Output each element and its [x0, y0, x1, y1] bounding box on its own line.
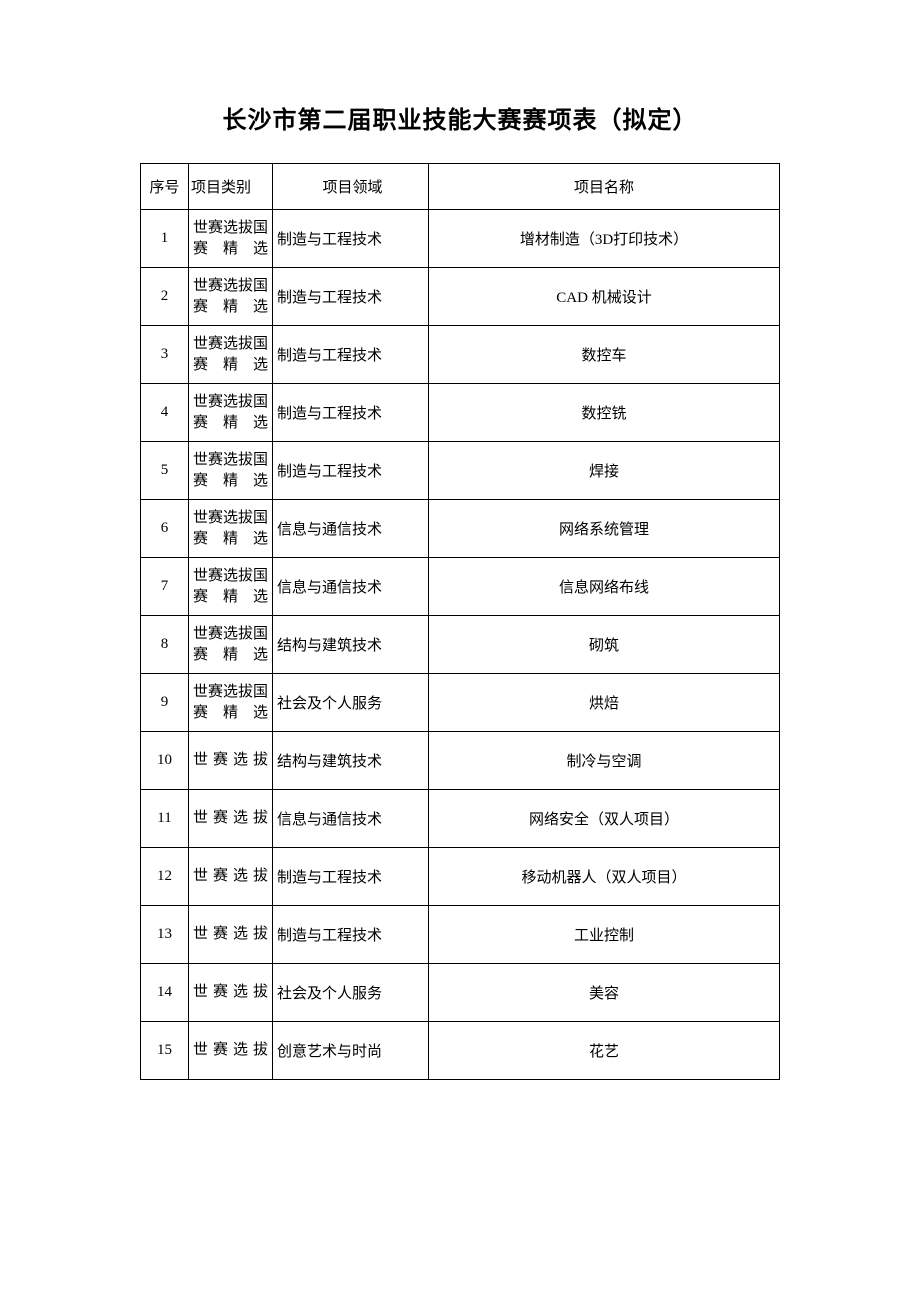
- header-seq: 序号: [141, 164, 189, 210]
- cell-name: 数控铣: [429, 384, 780, 442]
- cell-name: 美容: [429, 964, 780, 1022]
- cell-domain: 结构与建筑技术: [273, 616, 429, 674]
- header-category: 项目类别: [189, 164, 273, 210]
- cell-seq: 2: [141, 268, 189, 326]
- table-row: 6世赛选拔国赛精选信息与通信技术网络系统管理: [141, 500, 780, 558]
- cell-seq: 3: [141, 326, 189, 384]
- table-row: 11世赛选拔信息与通信技术网络安全（双人项目）: [141, 790, 780, 848]
- cell-category-text: 世赛选拔: [191, 924, 270, 945]
- table-row: 3世赛选拔国赛精选制造与工程技术数控车: [141, 326, 780, 384]
- cell-seq: 15: [141, 1022, 189, 1080]
- cell-category-text: 世赛选拔国赛精选: [191, 682, 270, 724]
- cell-category-text: 世赛选拔: [191, 808, 270, 829]
- cell-seq: 12: [141, 848, 189, 906]
- cell-name: 网络安全（双人项目）: [429, 790, 780, 848]
- cell-category-text: 世赛选拔: [191, 866, 270, 887]
- table-row: 1世赛选拔国赛精选制造与工程技术增材制造（3D打印技术）: [141, 210, 780, 268]
- cell-seq: 5: [141, 442, 189, 500]
- header-domain: 项目领域: [273, 164, 429, 210]
- cell-category: 世赛选拔国赛精选: [189, 384, 273, 442]
- cell-domain: 结构与建筑技术: [273, 732, 429, 790]
- cell-category: 世赛选拔国赛精选: [189, 210, 273, 268]
- cell-category: 世赛选拔: [189, 790, 273, 848]
- table-row: 5世赛选拔国赛精选制造与工程技术焊接: [141, 442, 780, 500]
- cell-category-text: 世赛选拔国赛精选: [191, 392, 270, 434]
- table-row: 12世赛选拔制造与工程技术移动机器人（双人项目）: [141, 848, 780, 906]
- cell-seq: 1: [141, 210, 189, 268]
- cell-category-text: 世赛选拔国赛精选: [191, 218, 270, 260]
- cell-seq: 6: [141, 500, 189, 558]
- cell-category-text: 世赛选拔: [191, 750, 270, 771]
- cell-category: 世赛选拔国赛精选: [189, 674, 273, 732]
- cell-domain: 信息与通信技术: [273, 558, 429, 616]
- cell-seq: 10: [141, 732, 189, 790]
- cell-name: 数控车: [429, 326, 780, 384]
- cell-category: 世赛选拔国赛精选: [189, 442, 273, 500]
- cell-category-text: 世赛选拔国赛精选: [191, 566, 270, 608]
- table-row: 10世赛选拔结构与建筑技术制冷与空调: [141, 732, 780, 790]
- cell-seq: 4: [141, 384, 189, 442]
- competition-table: 序号 项目类别 项目领域 项目名称 1世赛选拔国赛精选制造与工程技术增材制造（3…: [140, 163, 780, 1080]
- header-name: 项目名称: [429, 164, 780, 210]
- cell-category: 世赛选拔国赛精选: [189, 268, 273, 326]
- cell-category: 世赛选拔国赛精选: [189, 326, 273, 384]
- cell-category-text: 世赛选拔国赛精选: [191, 276, 270, 318]
- cell-name: 移动机器人（双人项目）: [429, 848, 780, 906]
- cell-seq: 8: [141, 616, 189, 674]
- cell-category: 世赛选拔国赛精选: [189, 616, 273, 674]
- table-header-row: 序号 项目类别 项目领域 项目名称: [141, 164, 780, 210]
- cell-category: 世赛选拔国赛精选: [189, 500, 273, 558]
- cell-category: 世赛选拔: [189, 732, 273, 790]
- table-row: 4世赛选拔国赛精选制造与工程技术数控铣: [141, 384, 780, 442]
- cell-category-text: 世赛选拔: [191, 1040, 270, 1061]
- cell-domain: 制造与工程技术: [273, 210, 429, 268]
- table-row: 2世赛选拔国赛精选制造与工程技术CAD 机械设计: [141, 268, 780, 326]
- cell-seq: 13: [141, 906, 189, 964]
- cell-category-text: 世赛选拔国赛精选: [191, 624, 270, 666]
- cell-seq: 14: [141, 964, 189, 1022]
- cell-domain: 信息与通信技术: [273, 790, 429, 848]
- table-row: 14世赛选拔社会及个人服务美容: [141, 964, 780, 1022]
- cell-name: 焊接: [429, 442, 780, 500]
- cell-domain: 社会及个人服务: [273, 964, 429, 1022]
- cell-category: 世赛选拔: [189, 906, 273, 964]
- cell-category-text: 世赛选拔国赛精选: [191, 508, 270, 550]
- cell-domain: 制造与工程技术: [273, 268, 429, 326]
- cell-category-text: 世赛选拔国赛精选: [191, 450, 270, 492]
- cell-name: 信息网络布线: [429, 558, 780, 616]
- cell-category: 世赛选拔: [189, 848, 273, 906]
- table-row: 7世赛选拔国赛精选信息与通信技术信息网络布线: [141, 558, 780, 616]
- cell-seq: 9: [141, 674, 189, 732]
- cell-name: 烘焙: [429, 674, 780, 732]
- table-row: 13世赛选拔制造与工程技术工业控制: [141, 906, 780, 964]
- cell-category: 世赛选拔: [189, 1022, 273, 1080]
- table-row: 9世赛选拔国赛精选社会及个人服务烘焙: [141, 674, 780, 732]
- cell-name: CAD 机械设计: [429, 268, 780, 326]
- cell-category-text: 世赛选拔国赛精选: [191, 334, 270, 376]
- cell-domain: 信息与通信技术: [273, 500, 429, 558]
- cell-seq: 7: [141, 558, 189, 616]
- cell-name: 制冷与空调: [429, 732, 780, 790]
- cell-category: 世赛选拔: [189, 964, 273, 1022]
- cell-name: 砌筑: [429, 616, 780, 674]
- table-row: 15世赛选拔创意艺术与时尚花艺: [141, 1022, 780, 1080]
- cell-name: 网络系统管理: [429, 500, 780, 558]
- cell-category: 世赛选拔国赛精选: [189, 558, 273, 616]
- cell-domain: 创意艺术与时尚: [273, 1022, 429, 1080]
- cell-domain: 制造与工程技术: [273, 848, 429, 906]
- table-row: 8世赛选拔国赛精选结构与建筑技术砌筑: [141, 616, 780, 674]
- cell-name: 工业控制: [429, 906, 780, 964]
- cell-domain: 社会及个人服务: [273, 674, 429, 732]
- page-title: 长沙市第二届职业技能大赛赛项表（拟定）: [140, 100, 780, 135]
- cell-domain: 制造与工程技术: [273, 384, 429, 442]
- cell-seq: 11: [141, 790, 189, 848]
- cell-domain: 制造与工程技术: [273, 906, 429, 964]
- cell-domain: 制造与工程技术: [273, 442, 429, 500]
- cell-name: 增材制造（3D打印技术）: [429, 210, 780, 268]
- cell-domain: 制造与工程技术: [273, 326, 429, 384]
- cell-name: 花艺: [429, 1022, 780, 1080]
- cell-category-text: 世赛选拔: [191, 982, 270, 1003]
